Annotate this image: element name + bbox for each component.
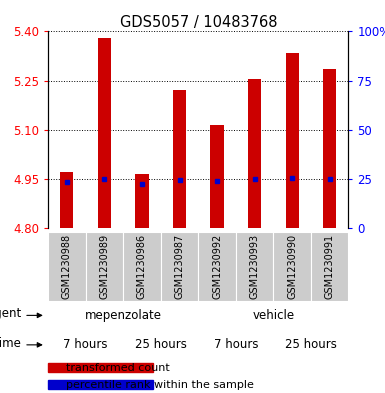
Title: GDS5057 / 10483768: GDS5057 / 10483768 [119, 15, 277, 30]
Text: 25 hours: 25 hours [135, 338, 187, 351]
Bar [323, 69, 336, 228]
Text: GSM1230988: GSM1230988 [62, 234, 72, 299]
Text: time: time [0, 337, 22, 350]
Text: GSM1230990: GSM1230990 [287, 234, 297, 299]
Text: mepenzolate: mepenzolate [85, 309, 162, 322]
Text: agent: agent [0, 307, 22, 320]
Text: 25 hours: 25 hours [285, 338, 337, 351]
Text: percentile rank within the sample: percentile rank within the sample [66, 380, 254, 390]
Text: GSM1230986: GSM1230986 [137, 234, 147, 299]
Bar [60, 172, 74, 228]
Text: GSM1230989: GSM1230989 [99, 234, 109, 299]
Bar [48, 380, 153, 389]
Text: GSM1230993: GSM1230993 [249, 234, 259, 299]
Bar [136, 174, 149, 228]
Bar [48, 363, 153, 372]
Text: vehicle: vehicle [252, 309, 295, 322]
Bar [248, 79, 261, 228]
Text: 7 hours: 7 hours [214, 338, 258, 351]
Bar [173, 90, 186, 228]
Text: 7 hours: 7 hours [64, 338, 108, 351]
Text: GSM1230992: GSM1230992 [212, 233, 222, 299]
Bar [286, 53, 299, 228]
Text: transformed count: transformed count [66, 364, 170, 373]
Bar [98, 38, 111, 228]
Text: GSM1230987: GSM1230987 [174, 233, 184, 299]
Text: GSM1230991: GSM1230991 [325, 234, 335, 299]
Bar [211, 125, 224, 228]
